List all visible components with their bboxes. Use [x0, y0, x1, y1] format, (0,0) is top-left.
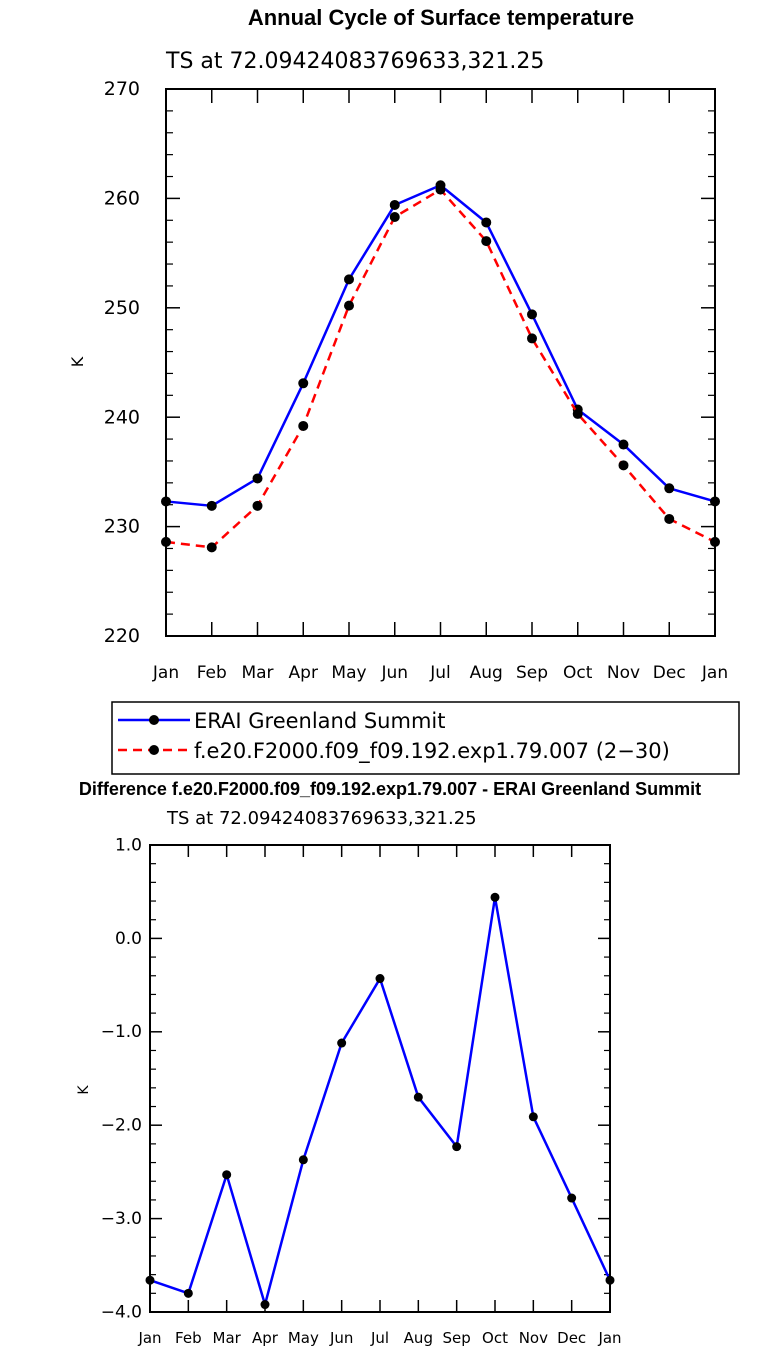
plot-frame — [165, 88, 716, 637]
x-tick-label: Jan — [137, 1329, 161, 1347]
plot-frame — [149, 844, 611, 1313]
data-point — [252, 500, 263, 511]
data-point — [664, 483, 675, 494]
data-point — [481, 236, 492, 247]
y-tick-label: −1.0 — [101, 1022, 142, 1042]
data-point — [389, 211, 400, 222]
x-tick-label: May — [288, 1329, 319, 1347]
data-point — [413, 1092, 423, 1102]
chart-subtitle: TS at 72.09424083769633,321.25 — [165, 49, 544, 74]
x-tick-label: Aug — [404, 1329, 433, 1347]
data-point — [618, 460, 629, 471]
legend-marker — [149, 745, 159, 755]
y-tick-label: 240 — [104, 406, 140, 428]
data-point — [298, 1155, 308, 1165]
legend-box — [111, 701, 740, 775]
data-point — [337, 1038, 347, 1048]
data-point — [344, 300, 354, 311]
data-point — [567, 1193, 577, 1203]
y-axis-label: K — [76, 1085, 92, 1095]
x-tick-label: Sep — [443, 1329, 471, 1347]
x-tick-label: Nov — [607, 663, 640, 683]
legend: ERAI Greenland Summit f.e20.F2000.f09_f09… — [111, 701, 740, 775]
x-tick-label: Oct — [563, 663, 593, 683]
data-point — [618, 439, 629, 450]
chart-title: Difference f.e20.F2000.f09_f09.192.exp1.… — [79, 779, 701, 799]
data-point — [375, 974, 385, 984]
data-point — [527, 309, 537, 320]
annual-cycle-chart: Annual Cycle of Surface temperature TS a… — [68, 5, 740, 775]
y-tick-label: −4.0 — [101, 1302, 142, 1322]
legend-label: f.e20.F2000.f09_f09.192.exp1.79.007 (2−3… — [194, 739, 670, 764]
data-point — [481, 217, 492, 228]
data-point — [435, 184, 446, 195]
x-tick-label: Apr — [252, 1329, 279, 1347]
series-line — [149, 896, 612, 1306]
y-tick-label: 270 — [104, 78, 140, 100]
y-tick-label: −3.0 — [101, 1209, 142, 1229]
data-point — [572, 408, 583, 419]
x-tick-label: Jun — [329, 1329, 353, 1347]
data-point — [490, 892, 500, 902]
x-tick-label: Jan — [701, 663, 728, 683]
x-tick-label: Nov — [519, 1329, 548, 1347]
x-tick-label: Feb — [197, 663, 227, 683]
data-point — [298, 420, 309, 431]
x-tick-label: Apr — [289, 663, 318, 683]
data-point — [344, 274, 354, 285]
x-tick-label: Dec — [557, 1329, 586, 1347]
data-point — [252, 473, 263, 484]
x-tick-label: May — [331, 663, 366, 683]
data-point — [206, 500, 217, 511]
x-tick-label: Mar — [241, 663, 273, 683]
data-point — [664, 513, 675, 524]
y-tick-label: 220 — [104, 625, 140, 647]
difference-chart: Difference f.e20.F2000.f09_f09.192.exp1.… — [76, 779, 701, 1347]
x-tick-label: Feb — [175, 1329, 202, 1347]
series-line — [165, 184, 716, 508]
x-tick-label: Dec — [653, 663, 686, 683]
y-tick-label: 250 — [104, 297, 140, 319]
data-point — [183, 1288, 193, 1298]
x-tick-label: Sep — [516, 663, 548, 683]
y-tick-label: 260 — [104, 188, 140, 210]
chart-subtitle: TS at 72.09424083769633,321.25 — [166, 808, 477, 829]
chart-title: Annual Cycle of Surface temperature — [248, 5, 634, 30]
y-tick-label: 1.0 — [115, 835, 142, 855]
y-axis-label: K — [68, 356, 87, 367]
data-point — [389, 199, 400, 210]
legend-marker — [149, 715, 159, 725]
x-tick-label: Jan — [152, 663, 179, 683]
data-point — [298, 378, 309, 389]
data-point — [222, 1170, 232, 1180]
data-point — [452, 1142, 462, 1152]
legend-label: ERAI Greenland Summit — [194, 709, 445, 733]
x-tick-label: Jun — [380, 663, 408, 683]
data-point — [528, 1112, 538, 1122]
data-point — [260, 1300, 270, 1310]
data-point — [206, 542, 217, 553]
x-tick-label: Jan — [597, 1329, 621, 1347]
y-tick-label: −2.0 — [101, 1116, 142, 1136]
x-tick-label: Mar — [213, 1329, 242, 1347]
y-tick-label: 0.0 — [115, 929, 142, 949]
x-tick-label: Aug — [470, 663, 503, 683]
y-tick-label: 230 — [104, 516, 140, 538]
x-tick-label: Jul — [370, 1329, 389, 1347]
x-tick-label: Jul — [429, 663, 451, 683]
x-tick-label: Oct — [482, 1329, 508, 1347]
series-line — [165, 188, 716, 549]
data-point — [527, 333, 537, 344]
